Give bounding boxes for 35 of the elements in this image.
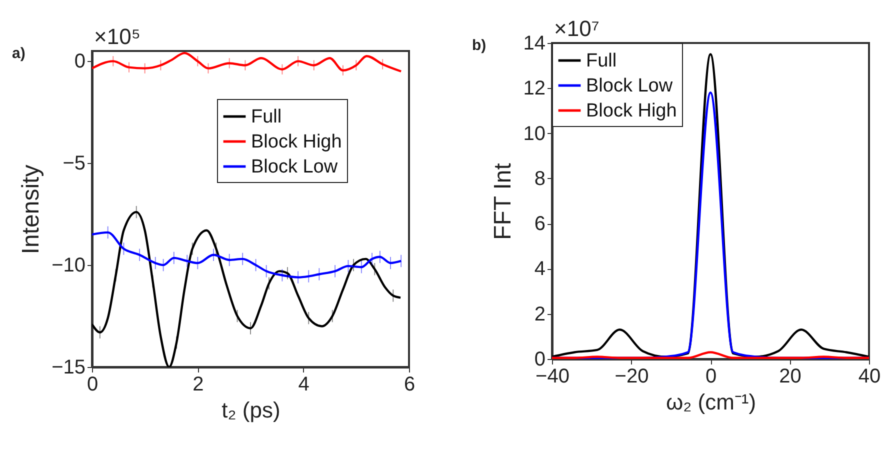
legend-label: Block High: [586, 100, 677, 122]
x-axis-title: t₂ (ps): [222, 398, 280, 422]
x-tick-label: 2: [192, 374, 204, 396]
x-tick-label: −20: [614, 366, 649, 388]
text: b): [472, 37, 486, 54]
text: ×10⁵: [94, 24, 140, 49]
legend-label: Block Low: [586, 76, 673, 96]
y-tick-label: −10: [52, 254, 86, 277]
x-axis-title: ω₂ (cm⁻¹): [666, 390, 756, 414]
legend-label: Block High: [251, 132, 342, 152]
text: a): [12, 45, 26, 62]
y-tick-label: 6: [534, 213, 546, 236]
legend-label: Full: [586, 50, 617, 72]
y-tick-label: 10: [523, 122, 546, 145]
text: ×10⁷: [554, 16, 600, 41]
x-tick-label: 0: [705, 366, 717, 388]
y-tick-label: −15: [52, 356, 86, 378]
y-tick-label: 12: [523, 78, 546, 100]
x-tick-label: 40: [858, 366, 881, 388]
y-tick-label: 14: [523, 32, 546, 54]
legend-label: Full: [251, 106, 282, 128]
legend-label: Block Low: [251, 156, 338, 178]
line-series: [92, 210, 402, 367]
y-tick-label: 2: [534, 303, 546, 326]
y-axis-title: FFT Int: [489, 162, 516, 240]
x-tick-label: 20: [779, 366, 802, 388]
y-axis-title: Intensity: [18, 164, 45, 254]
y-tick-label: 0: [74, 50, 86, 73]
line-series: [92, 52, 402, 72]
x-tick-label: 4: [298, 374, 310, 396]
y-tick-label: 8: [534, 168, 546, 190]
x-tick-label: 6: [404, 374, 416, 396]
y-tick-label: 4: [534, 258, 546, 280]
y-tick-label: −5: [62, 152, 86, 175]
line-series: [92, 231, 402, 278]
